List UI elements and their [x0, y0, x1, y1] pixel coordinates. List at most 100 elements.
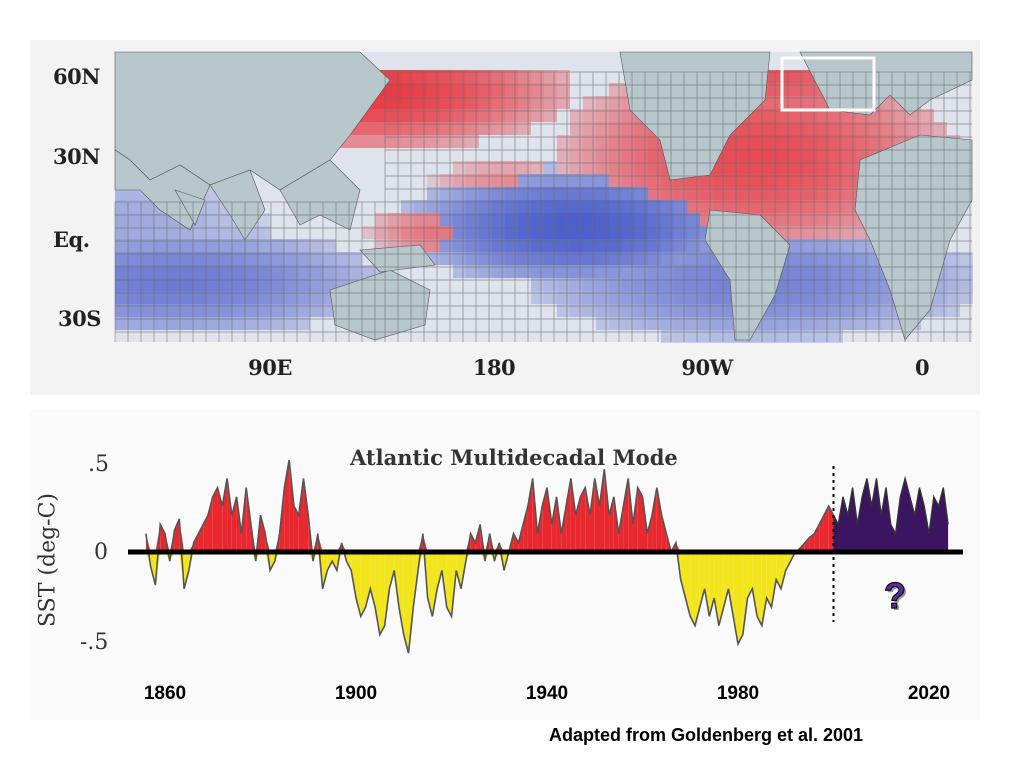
- anomaly-cell: [258, 317, 271, 330]
- area-segment: [289, 460, 294, 552]
- anomaly-cell: [284, 304, 297, 317]
- area-segment: [547, 487, 552, 552]
- lat-label-eq: Eq.: [53, 227, 90, 252]
- anomaly-cell: [284, 291, 297, 304]
- anomaly-cell: [206, 226, 219, 239]
- anomaly-cell: [141, 265, 154, 278]
- anomaly-cell: [206, 291, 219, 304]
- area-segment: [313, 533, 318, 552]
- anomaly-cell: [297, 252, 310, 265]
- area-segment: [776, 552, 781, 589]
- area-segment: [523, 506, 528, 552]
- amo-chart: [30, 410, 980, 720]
- question-mark-annotation: ?: [883, 574, 906, 616]
- anomaly-cell: [193, 304, 206, 317]
- area-segment: [761, 552, 767, 626]
- anomaly-cell: [128, 226, 141, 239]
- area-segment: [150, 552, 156, 586]
- land-mass: [854, 134, 973, 341]
- anomaly-cell: [141, 200, 154, 213]
- anomaly-cell: [362, 226, 375, 239]
- area-segment: [298, 478, 304, 552]
- anomaly-cell: [154, 213, 167, 226]
- chart-title: Atlantic Multidecadal Mode: [350, 445, 678, 470]
- area-segment: [575, 496, 581, 552]
- anomaly-cell: [180, 252, 193, 265]
- anomaly-cell: [245, 317, 258, 330]
- anomaly-cell: [154, 278, 167, 291]
- area-segment: [718, 552, 724, 626]
- land-masses: [114, 51, 973, 341]
- area-segment: [270, 552, 275, 571]
- land-mass: [279, 159, 361, 231]
- area-segment: [165, 533, 170, 552]
- anomaly-cell: [310, 278, 323, 291]
- lon-label-180: 180: [472, 355, 516, 380]
- anomaly-cell: [362, 265, 375, 278]
- anomaly-cell: [180, 291, 193, 304]
- anomaly-cell: [193, 265, 206, 278]
- anomaly-cell: [219, 278, 232, 291]
- anomaly-cell: [219, 317, 232, 330]
- anomaly-cell: [141, 304, 154, 317]
- area-segment: [437, 552, 442, 589]
- anomaly-cell: [232, 291, 245, 304]
- anomaly-cell: [245, 304, 258, 317]
- anomaly-cell: [310, 252, 323, 265]
- anomaly-cell: [323, 239, 336, 252]
- lat-label-60n: 60N: [53, 64, 100, 89]
- anomaly-cell: [271, 239, 284, 252]
- y-tick-label: -.5: [80, 630, 109, 655]
- anomaly-cell: [128, 265, 141, 278]
- area-segment: [704, 552, 710, 617]
- projection-series-line: [832, 475, 949, 536]
- anomaly-cell: [206, 304, 219, 317]
- anomaly-cell: [349, 135, 362, 148]
- area-segment: [695, 552, 700, 626]
- lon-label-0: 0: [914, 355, 930, 380]
- area-segment: [661, 515, 667, 552]
- anomaly-cell: [310, 291, 323, 304]
- anomaly-cell: [115, 213, 128, 226]
- area-segment: [293, 506, 299, 552]
- anomaly-cell: [154, 239, 167, 252]
- area-segment: [604, 469, 610, 552]
- anomaly-cell: [245, 252, 258, 265]
- anomaly-cell: [258, 252, 271, 265]
- land-mass: [799, 51, 973, 116]
- anomaly-cell: [141, 226, 154, 239]
- area-segment: [570, 478, 576, 552]
- anomaly-cell: [167, 304, 180, 317]
- anomaly-cell: [180, 278, 193, 291]
- area-segment: [365, 552, 371, 608]
- land-mass: [359, 244, 436, 273]
- anomaly-cell: [193, 278, 206, 291]
- anomaly-cell: [167, 291, 180, 304]
- anomaly-cell: [206, 200, 219, 213]
- anomaly-cell: [128, 252, 141, 265]
- area-segment: [714, 552, 719, 626]
- area-segment: [809, 533, 815, 552]
- anomaly-cell: [258, 226, 271, 239]
- anomaly-cell: [141, 317, 154, 330]
- map-canvas: [114, 51, 973, 343]
- area-segment: [508, 533, 514, 552]
- area-segment: [327, 552, 333, 571]
- map-grid: [114, 71, 972, 342]
- anomaly-cell: [128, 239, 141, 252]
- area-segment: [222, 478, 228, 552]
- anomaly-cell: [232, 252, 245, 265]
- anomaly-cell: [167, 226, 180, 239]
- amo-chart-canvas: [128, 459, 963, 654]
- area-segment: [771, 552, 777, 608]
- area-segment: [752, 552, 758, 617]
- lon-label-90w: 90W: [681, 355, 733, 380]
- anomaly-cell: [310, 265, 323, 278]
- area-segment: [260, 515, 266, 552]
- anomaly-cell: [258, 304, 271, 317]
- anomaly-cell: [232, 304, 245, 317]
- anomaly-cell: [115, 304, 128, 317]
- anomaly-cell: [258, 278, 271, 291]
- highlight-box: [780, 56, 876, 112]
- area-segment: [780, 552, 786, 589]
